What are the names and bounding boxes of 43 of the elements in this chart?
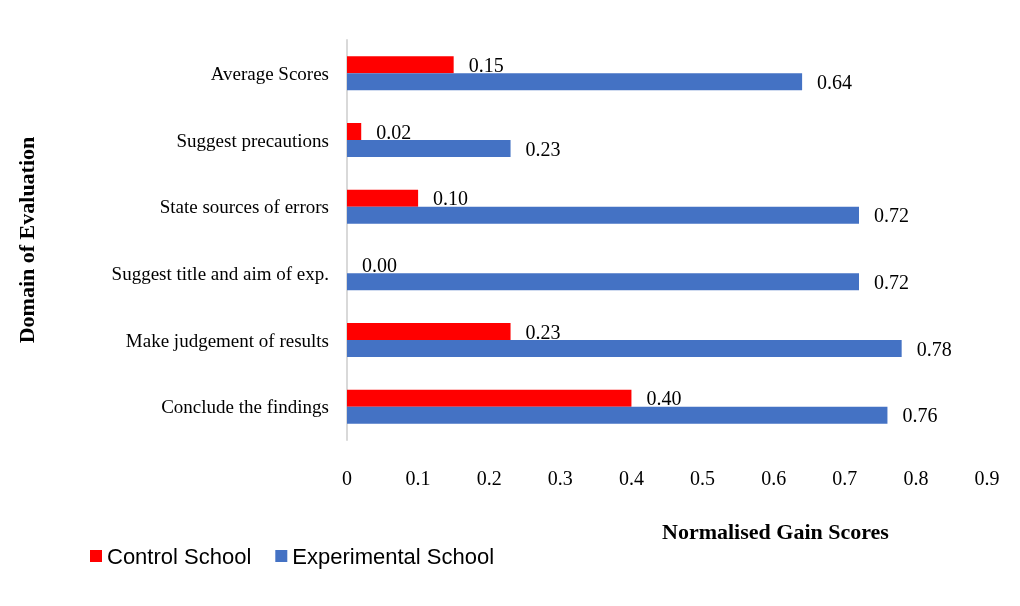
data-label: 0.76 <box>902 404 938 427</box>
data-label: 0.00 <box>362 253 397 276</box>
bar <box>347 73 803 91</box>
y-axis-title: Domain of Evaluation <box>13 136 39 344</box>
data-label: 0.02 <box>376 120 412 143</box>
x-tick-label: 0.2 <box>476 467 502 489</box>
x-tick-label: 0.3 <box>547 467 573 489</box>
y-tick-label: State sources of errors <box>159 196 329 218</box>
x-tick-label: 0.6 <box>761 467 787 489</box>
data-label: 0.23 <box>525 137 561 160</box>
y-tick-label: Conclude the findings <box>161 396 329 418</box>
x-tick-label: 0.7 <box>832 467 858 489</box>
bar <box>347 273 859 291</box>
data-label: 0.72 <box>874 204 909 227</box>
bar <box>347 123 362 140</box>
data-label: 0.64 <box>817 70 853 93</box>
bar <box>347 189 419 207</box>
x-tick-label: 0.8 <box>903 467 929 489</box>
bar <box>347 140 511 157</box>
y-tick-label: Suggest precautions <box>176 129 329 151</box>
x-tick-label: 0.1 <box>405 467 431 489</box>
data-label: 0.15 <box>468 53 504 76</box>
x-tick-label: 0.9 <box>974 467 1000 489</box>
x-tick-label: 0 <box>342 467 352 489</box>
bar <box>347 323 511 340</box>
x-tick-label: 0.5 <box>690 467 716 489</box>
bar <box>347 56 454 74</box>
x-tick-label: 0.4 <box>618 467 644 489</box>
data-label: 0.40 <box>646 387 682 410</box>
data-label: 0.10 <box>433 187 469 210</box>
y-tick-label: Average Scores <box>210 62 329 84</box>
bar <box>347 340 902 357</box>
legend-label: Control School <box>107 543 252 569</box>
x-axis-title: Normalised Gain Scores <box>662 518 890 544</box>
data-label: 0.23 <box>525 320 561 343</box>
legend-label: Experimental School <box>292 543 495 569</box>
y-tick-label: Suggest title and aim of exp. <box>111 262 329 284</box>
data-label: 0.78 <box>916 337 952 360</box>
bar <box>347 206 859 224</box>
bar <box>347 389 632 407</box>
y-tick-label: Make judgement of results <box>125 329 329 351</box>
bar <box>347 406 888 424</box>
data-label: 0.72 <box>874 270 909 293</box>
